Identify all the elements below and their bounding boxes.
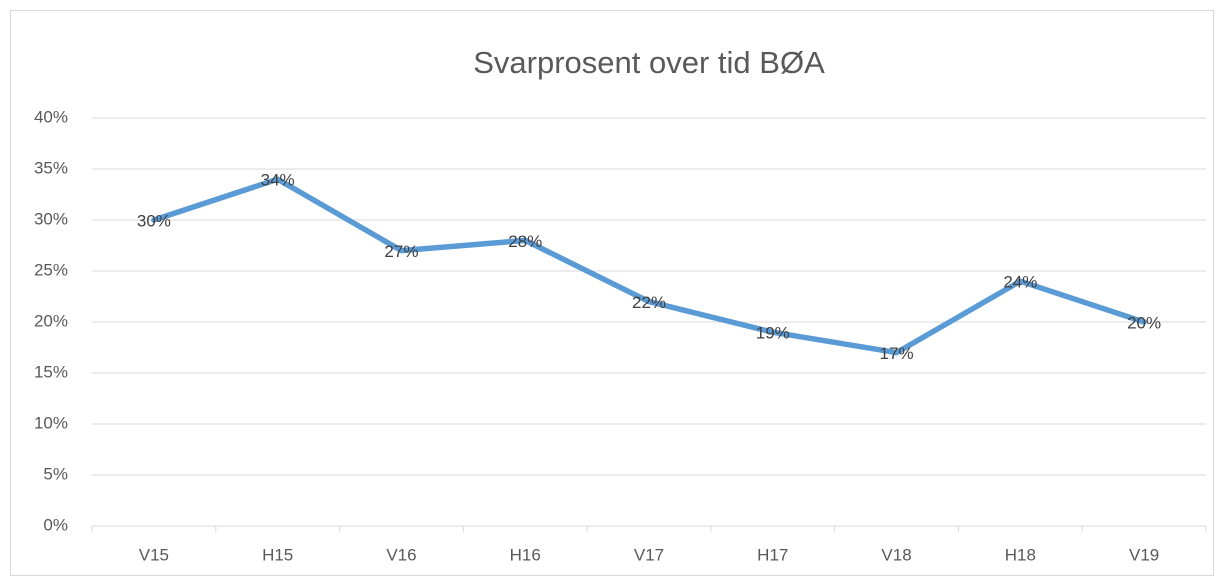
data-label: 17% — [880, 344, 914, 363]
x-tick-label: V17 — [634, 545, 664, 564]
y-tick-label: 25% — [34, 260, 68, 279]
y-tick-label: 30% — [34, 209, 68, 228]
y-tick-label: 5% — [43, 464, 68, 483]
data-label: 22% — [632, 293, 666, 312]
data-label: 19% — [756, 324, 790, 343]
x-tick-label: V18 — [881, 545, 911, 564]
data-label: 28% — [508, 232, 542, 251]
x-tick-label: H18 — [1005, 545, 1036, 564]
series-line — [151, 176, 1147, 356]
x-tick-label: H17 — [757, 545, 788, 564]
x-tick-label: V15 — [139, 545, 169, 564]
data-label: 27% — [384, 242, 418, 261]
y-tick-label: 35% — [34, 158, 68, 177]
x-tick-label: H15 — [262, 545, 293, 564]
chart-border — [10, 10, 1214, 576]
y-tick-label: 20% — [34, 311, 68, 330]
chart-title: Svarprosent over tid BØA — [473, 45, 825, 80]
data-label: 34% — [261, 171, 295, 190]
y-tick-label: 0% — [43, 515, 68, 534]
data-label: 24% — [1003, 273, 1037, 292]
y-tick-label: 40% — [34, 107, 68, 126]
x-tick-label: V16 — [386, 545, 416, 564]
x-tick-label: H16 — [510, 545, 541, 564]
data-label: 20% — [1127, 313, 1161, 332]
data-label: 30% — [137, 211, 171, 230]
x-tick-label: V19 — [1129, 545, 1159, 564]
y-tick-label: 15% — [34, 362, 68, 381]
y-tick-label: 10% — [34, 413, 68, 432]
